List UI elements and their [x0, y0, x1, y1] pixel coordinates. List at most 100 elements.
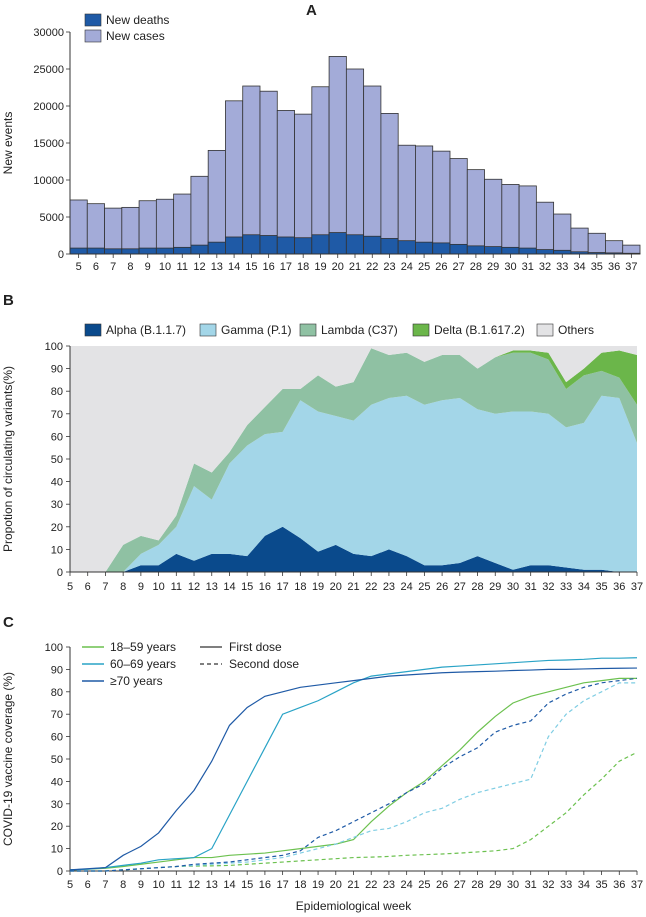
- panel-b-xtick-label: 24: [401, 581, 413, 593]
- panel-c-xtick-label: 13: [206, 879, 218, 891]
- panel-a-xtick-label: 12: [193, 261, 205, 273]
- new-deaths-bar: [259, 235, 278, 255]
- panel-b-xtick-label: 19: [312, 581, 324, 593]
- legend-alpha-swatch: [84, 323, 102, 337]
- new-deaths-bar: [380, 238, 399, 255]
- panel-c-xtick-label: 30: [507, 879, 519, 891]
- new-cases-bar: [259, 90, 278, 255]
- panel-c-ytick-label: 60: [51, 732, 63, 744]
- new-deaths-bar: [138, 247, 157, 255]
- panel-b-xtick-label: 16: [259, 581, 271, 593]
- panel-c-ytick-label: 0: [57, 866, 63, 878]
- new-cases-bar: [622, 244, 641, 255]
- panel-b-xtick-label: 34: [578, 581, 590, 593]
- panel-a-xtick-label: 6: [93, 261, 99, 273]
- new-cases-bar: [121, 206, 140, 255]
- new-cases-bar: [104, 207, 123, 255]
- panel-b-xtick-label: 22: [365, 581, 377, 593]
- new-deaths-bar: [415, 241, 434, 255]
- panel-a-xtick-label: 18: [297, 261, 309, 273]
- panel-a-xtick-label: 23: [383, 261, 395, 273]
- panel-b-xtick-label: 32: [542, 581, 554, 593]
- new-cases-bar: [380, 113, 399, 255]
- panel-b-xtick-label: 33: [560, 581, 572, 593]
- new-cases-bar: [466, 169, 485, 255]
- panel-a-xtick-label: 28: [470, 261, 482, 273]
- line-60-69-years-first-dose: [69, 657, 638, 871]
- new-cases-bar: [449, 158, 468, 255]
- panel-c-y-axis-label: COVID-19 vaccine coverage (%): [1, 672, 15, 846]
- new-cases-bar: [432, 150, 451, 255]
- panel-b-ytick-label: 30: [51, 499, 63, 511]
- panel-c-ytick-label: 20: [51, 821, 63, 833]
- panel-b-ytick-label: 60: [51, 431, 63, 443]
- panel-a-ytick-label: 5000: [40, 212, 64, 224]
- new-deaths-bar: [86, 247, 105, 255]
- panel-c-xtick-label: 15: [241, 879, 253, 891]
- new-cases-bar: [311, 86, 330, 255]
- panel-c-xtick-label: 22: [365, 879, 377, 891]
- panel-b-xtick-label: 27: [454, 581, 466, 593]
- panel-c-xtick-label: 18: [294, 879, 306, 891]
- panel-a-ytick-label: 0: [58, 249, 64, 261]
- panel-c-ytick-label: 40: [51, 776, 63, 788]
- panel-a-ytick-label: 30000: [33, 27, 64, 39]
- new-deaths-bar: [553, 249, 572, 255]
- new-deaths-bar: [397, 240, 416, 255]
- x-axis-title: Epidemiological week: [296, 899, 412, 913]
- panel-c-xtick-label: 16: [259, 879, 271, 891]
- panel-b-xtick-label: 20: [330, 581, 342, 593]
- panel-a-xtick-label: 37: [625, 261, 637, 273]
- panel-c-xtick-label: 9: [138, 879, 144, 891]
- legend-60-69-years-label: 60–69 years: [110, 657, 176, 671]
- panel-a-xtick-label: 27: [453, 261, 465, 273]
- panel-a-xtick-label: 21: [349, 261, 361, 273]
- new-cases-bar: [605, 240, 624, 255]
- legend-delta-label: Delta (B.1.617.2): [434, 323, 525, 337]
- new-cases-bar: [345, 68, 365, 255]
- legend-others-swatch: [536, 323, 554, 337]
- area-alpha: [70, 526, 637, 572]
- line-18-59-years-second-dose: [70, 751, 638, 872]
- panel-b-ytick-label: 0: [57, 567, 63, 579]
- new-deaths-bar: [207, 241, 226, 255]
- panel-b-xtick-label: 25: [418, 581, 430, 593]
- legend-new-cases-swatch: [84, 29, 102, 43]
- legend-lambda-swatch: [299, 323, 317, 337]
- panel-b-xtick-label: 23: [383, 581, 395, 593]
- legend-alpha-label: Alpha (B.1.1.7): [106, 323, 186, 337]
- panel-c-ytick-label: 100: [45, 642, 63, 654]
- new-deaths-bar: [276, 236, 295, 255]
- new-deaths-bar: [535, 249, 555, 255]
- panel-a-xtick-label: 35: [591, 261, 603, 273]
- new-deaths-bar: [363, 235, 382, 255]
- panel-a-xtick-label: 9: [145, 261, 151, 273]
- line-60-69-years-second-dose: [70, 682, 637, 872]
- line-70-years-second-dose: [70, 677, 638, 872]
- panel-b-xtick-label: 30: [507, 581, 519, 593]
- new-deaths-bar: [190, 244, 209, 255]
- new-deaths-bar: [242, 234, 261, 255]
- panel-a-letter: A: [306, 2, 317, 19]
- new-deaths-bar: [466, 245, 485, 255]
- panel-a-xtick-label: 33: [556, 261, 568, 273]
- panel-b-xtick-label: 6: [85, 581, 91, 593]
- panel-b-ytick-label: 70: [51, 409, 63, 421]
- panel-a-xtick-label: 13: [211, 261, 223, 273]
- panel-c-ytick-label: 50: [51, 754, 63, 766]
- new-cases-bar: [587, 232, 606, 255]
- panel-c-xtick-label: 5: [67, 879, 73, 891]
- new-cases-bar: [570, 227, 589, 255]
- panel-b-xtick-label: 26: [436, 581, 448, 593]
- line-18-59-years-first-dose: [69, 677, 637, 871]
- panel-b-ytick-label: 40: [51, 477, 63, 489]
- panel-b-xtick-label: 13: [206, 581, 218, 593]
- new-cases-bar: [155, 198, 175, 255]
- panel-c-ytick-label: 90: [51, 664, 63, 676]
- legend-gamma-label: Gamma (P.1): [221, 323, 291, 337]
- new-cases-bar: [86, 203, 105, 255]
- new-cases-bar: [363, 85, 382, 255]
- new-cases-bar: [415, 145, 434, 255]
- panel-c-xtick-label: 25: [418, 879, 430, 891]
